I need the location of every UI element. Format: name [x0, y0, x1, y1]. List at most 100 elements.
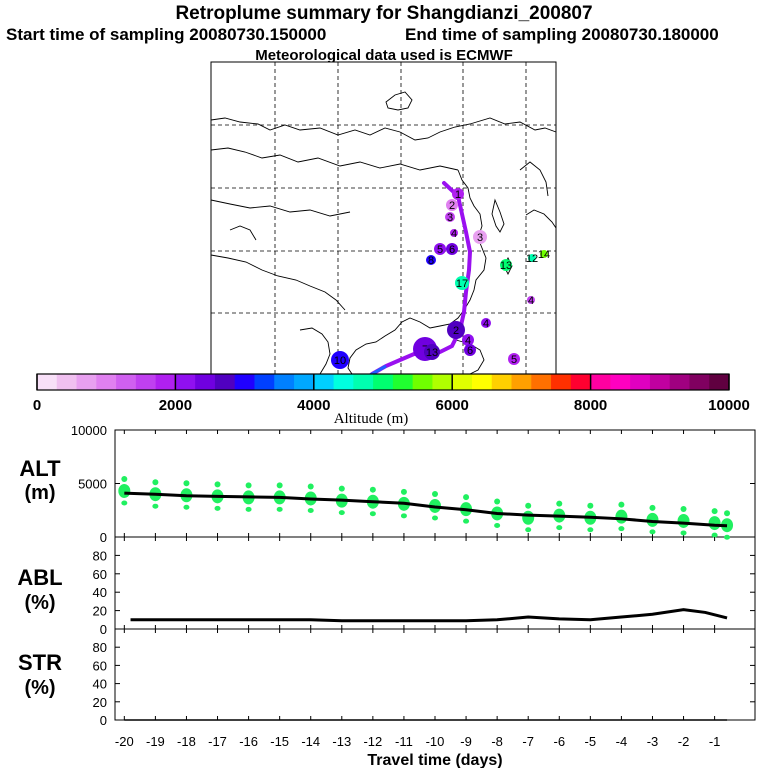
plume-cluster-point	[618, 501, 625, 508]
marker-label: 5	[511, 354, 517, 366]
plume-cluster-point	[307, 507, 314, 513]
plume-cluster-point	[724, 534, 731, 540]
plume-cluster-point	[525, 502, 532, 509]
marker-dot	[445, 212, 455, 222]
marker-dot	[426, 255, 436, 265]
plume-cluster-point	[615, 509, 628, 524]
plume-marker: 4	[450, 228, 458, 240]
marker-label: 8	[428, 255, 434, 267]
plume-marker: 4	[527, 295, 535, 307]
marker-dot	[446, 199, 458, 211]
plume-cluster-point	[522, 510, 535, 525]
panel-2: 80 60 40 20 0	[93, 629, 755, 728]
plume-marker: 14	[538, 249, 550, 261]
plume-cluster-point	[121, 500, 128, 506]
plume-cluster-point	[400, 513, 407, 519]
y-tick-label: 10000	[71, 423, 107, 438]
y-tick-label: 40	[93, 677, 107, 692]
plume-cluster-point	[494, 498, 501, 505]
marker-dot	[540, 250, 548, 258]
x-tick-label: -7	[522, 734, 534, 749]
plume-cluster-point	[245, 482, 252, 489]
colorbar-swatch	[313, 374, 335, 390]
y-tick-label: 80	[93, 640, 107, 655]
marker-dot	[434, 243, 446, 255]
colorbar-swatch	[254, 374, 275, 390]
colorbar-swatch	[709, 374, 730, 390]
plume-cluster-point	[463, 494, 470, 501]
plume-cluster-point	[494, 522, 501, 528]
plume-marker: 1	[452, 188, 464, 201]
marker-dot	[455, 276, 469, 290]
colorbar-swatch	[471, 374, 493, 390]
str-panel-frame	[114, 628, 756, 721]
marker-dot	[452, 188, 464, 200]
colorbar-label: Altitude (m)	[334, 411, 409, 427]
chart-title: Retroplume summary for Shangdianzi_20080…	[175, 3, 593, 24]
marker-label: 4	[528, 295, 534, 307]
colorbar-swatch	[570, 374, 592, 390]
series-line	[130, 608, 728, 623]
plume-cluster-point	[214, 505, 221, 511]
marker-label: 3	[477, 232, 483, 244]
plume-marker: 3	[473, 230, 487, 244]
x-tick-label: -17	[208, 734, 227, 749]
marker-label: 4	[483, 318, 489, 330]
colorbar-swatch	[175, 374, 196, 390]
colorbar-swatch	[76, 374, 97, 390]
colorbar-swatch	[135, 374, 157, 390]
marker-dot	[447, 321, 465, 339]
y-tick-label: 0	[100, 713, 107, 728]
plume-marker: 2	[446, 199, 458, 212]
plume-marker: 4	[481, 318, 491, 330]
x-tick-label: -6	[553, 734, 565, 749]
start-time-label: Start time of sampling 20080730.150000	[6, 25, 327, 44]
marker-label: 2	[449, 200, 455, 212]
colorbar-swatch	[531, 374, 552, 390]
plume-cluster-point	[118, 483, 131, 498]
x-tick-label: -4	[616, 734, 628, 749]
plume-cluster-point	[525, 527, 532, 533]
marker-dot	[508, 353, 520, 365]
colorbar-tick-label: 2000	[159, 397, 192, 414]
plume-marker: 13	[424, 344, 440, 360]
colorbar-swatch	[610, 374, 631, 390]
plume-cluster-point	[121, 475, 128, 482]
marker-dot	[331, 351, 349, 369]
marker-label: 2	[453, 325, 459, 337]
plume-cluster-point	[649, 529, 656, 535]
marker-dot	[446, 243, 458, 255]
map-panel: 123435681713141242471310546	[210, 61, 557, 382]
colorbar-swatch	[294, 374, 315, 390]
colorbar-swatch	[56, 374, 78, 390]
abl-label-bottom: (%)	[24, 592, 55, 614]
y-tick-label: 0	[100, 530, 107, 545]
x-tick-label: -5	[585, 734, 597, 749]
y-tick-label: 20	[93, 695, 107, 710]
x-tick-label: -3	[647, 734, 659, 749]
y-tick-label: 40	[93, 585, 107, 600]
plume-cluster-point	[724, 510, 731, 517]
colorbar-swatch	[333, 374, 354, 390]
met-data-label: Meteorological data used is ECMWF	[255, 47, 513, 64]
plume-cluster-point	[432, 515, 438, 521]
plume-cluster-point	[556, 500, 563, 507]
plume-cluster-point	[556, 525, 563, 531]
x-tick-label: -15	[270, 734, 289, 749]
marker-dot	[500, 259, 512, 271]
marker-dot	[528, 254, 536, 262]
y-tick-label: 80	[93, 548, 107, 563]
plume-markers: 123435681713141242471310546	[331, 188, 550, 369]
plume-cluster-point	[708, 516, 721, 531]
colorbar-swatch	[96, 374, 117, 390]
marker-label: 14	[538, 249, 550, 261]
plume-cluster-point	[338, 510, 345, 516]
y-tick-label: 5000	[78, 477, 107, 492]
plume-marker: 8	[426, 255, 436, 267]
colorbar-tick-label: 0	[33, 397, 41, 414]
plume-marker: 2	[447, 321, 465, 339]
plume-marker: 3	[445, 212, 455, 224]
x-tick-label: -14	[301, 734, 320, 749]
colorbar-swatch	[511, 374, 532, 390]
